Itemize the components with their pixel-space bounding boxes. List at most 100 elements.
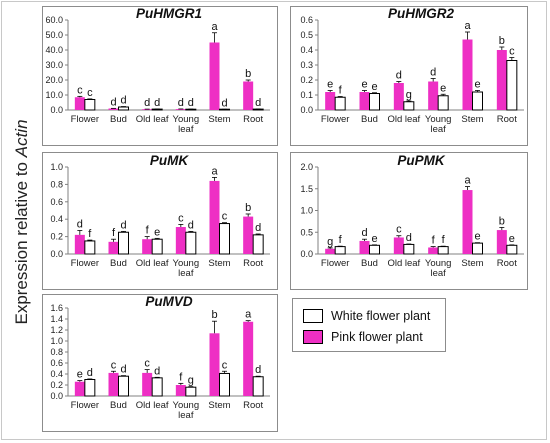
significance-letter: d	[361, 227, 367, 239]
significance-letter: d	[255, 222, 261, 234]
bar-pink	[359, 92, 370, 110]
chart-title: PuHMGR1	[136, 6, 202, 21]
bar-white	[472, 242, 483, 255]
bar-pink	[496, 230, 507, 254]
y-tick-label: 1.0	[50, 162, 63, 172]
bar-white	[334, 96, 346, 111]
y-tick-label: 0.4	[300, 45, 313, 55]
y-tick-label: 0.8	[50, 347, 63, 357]
y-tick-label: 0.0	[50, 249, 63, 259]
x-category-label: Old leaf	[387, 114, 420, 125]
chart-title: PuMK	[150, 153, 189, 168]
bar-pink	[74, 381, 85, 396]
x-category-label: Root	[243, 400, 263, 411]
significance-letter: e	[327, 79, 333, 91]
legend-item-white: White flower plant	[303, 308, 430, 324]
significance-letter: d	[396, 70, 402, 82]
x-category-label: Stem	[208, 114, 230, 125]
x-category-label: Bud	[110, 400, 127, 411]
y-tick-label: 0.3	[300, 60, 313, 70]
significance-letter: f	[339, 234, 343, 246]
significance-letter: d	[255, 97, 261, 109]
bar-pink	[209, 180, 220, 254]
bar-pink	[175, 109, 186, 110]
y-tick-label: 0.0	[50, 105, 63, 115]
bar-white	[185, 231, 197, 255]
y-tick-label: 0.6	[50, 358, 63, 368]
significance-letter: d	[221, 97, 227, 109]
significance-letter: e	[509, 233, 515, 245]
y-tick-label: 0.4	[50, 369, 63, 379]
bar-white	[403, 243, 415, 255]
bar-white	[334, 246, 346, 255]
significance-letter: d	[87, 367, 93, 379]
significance-letter: b	[245, 68, 251, 80]
bar-pink	[359, 240, 370, 254]
bar-pink	[393, 237, 404, 254]
significance-letter: f	[442, 234, 446, 246]
chart-title: PuMVD	[145, 294, 193, 309]
bar-pink	[209, 333, 220, 396]
x-category-label: leaf	[178, 410, 194, 421]
significance-letter: e	[371, 81, 377, 93]
bar-pink	[496, 50, 507, 110]
bar-white	[219, 372, 230, 397]
y-tick-label: 1.5	[300, 184, 313, 194]
legend: White flower plant Pink flower plant	[292, 298, 446, 352]
legend-swatch-white	[303, 309, 323, 323]
panel-box-pupmk	[290, 152, 528, 290]
significance-letter: e	[154, 226, 160, 238]
bar-pink	[108, 241, 119, 254]
significance-letter: f	[179, 371, 183, 383]
bar-pink	[142, 109, 153, 110]
x-category-label: Young	[173, 400, 200, 411]
significance-letter: d	[255, 364, 261, 376]
significance-letter: a	[464, 20, 471, 32]
y-tick-label: 10.0	[45, 90, 63, 100]
significance-letter: c	[509, 46, 515, 58]
significance-letter: c	[111, 359, 117, 371]
significance-letter: c	[222, 359, 228, 371]
significance-letter: f	[146, 225, 150, 237]
bar-white	[506, 60, 518, 111]
x-category-label: Young	[425, 114, 452, 125]
legend-item-pink: Pink flower plant	[303, 329, 423, 345]
significance-letter: d	[77, 219, 83, 231]
bar-white	[369, 244, 380, 255]
bar-white	[506, 244, 518, 255]
bar-pink	[175, 385, 186, 396]
bar-white	[219, 223, 230, 255]
y-tick-label: 1.4	[50, 314, 63, 324]
bar-white	[252, 376, 264, 397]
y-tick-label: 0.2	[50, 232, 63, 242]
significance-letter: e	[440, 82, 446, 94]
significance-letter: c	[396, 224, 402, 236]
bar-white	[151, 377, 163, 397]
x-category-label: Flower	[71, 258, 100, 269]
x-category-label: Root	[497, 114, 517, 125]
y-tick-label: 0.6	[50, 197, 63, 207]
y-tick-label: 0.0	[50, 391, 63, 401]
bar-pink	[175, 227, 186, 254]
bar-white	[84, 99, 96, 111]
significance-letter: e	[371, 233, 377, 245]
significance-letter: a	[211, 165, 218, 177]
y-tick-label: 20.0	[45, 75, 63, 85]
significance-letter: d	[110, 96, 116, 108]
y-tick-label: 0.0	[300, 249, 313, 259]
x-category-label: Bud	[361, 258, 378, 269]
x-category-label: Flower	[321, 258, 350, 269]
bar-white	[403, 101, 415, 111]
significance-letter: d	[188, 97, 194, 109]
significance-letter: c	[77, 84, 83, 96]
significance-letter: d	[154, 97, 160, 109]
bar-pink	[142, 239, 153, 254]
panel-box-pumk	[42, 152, 278, 290]
bar-white	[437, 246, 449, 255]
significance-letter: d	[154, 365, 160, 377]
bar-pink	[74, 97, 85, 110]
bar-pink	[243, 321, 254, 396]
